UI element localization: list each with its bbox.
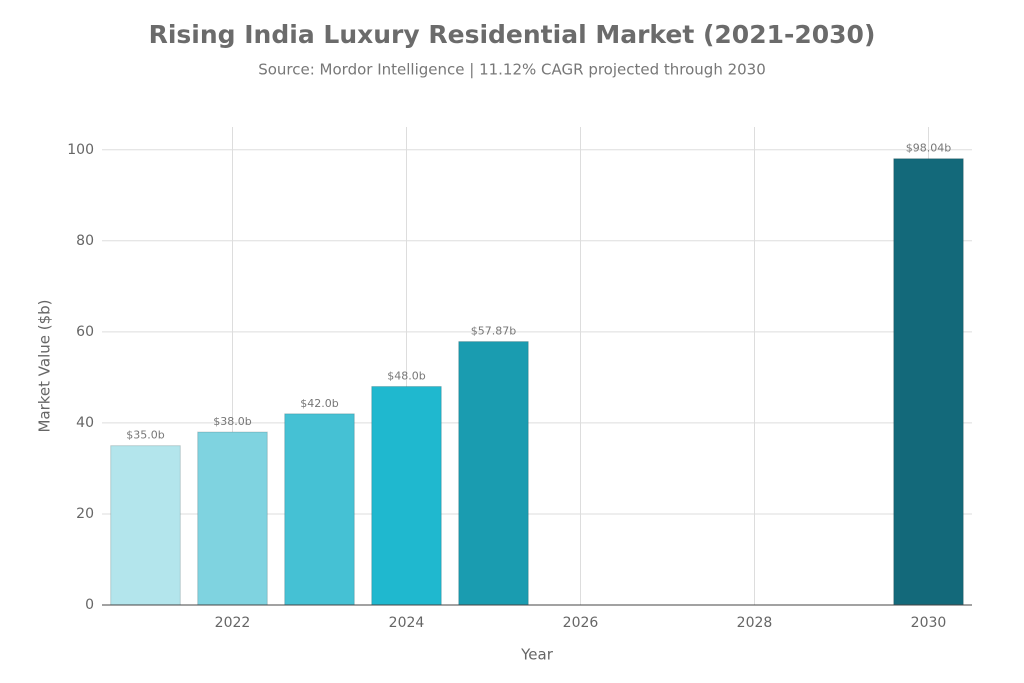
value-label: $57.87b [471, 325, 516, 338]
bar [371, 385, 442, 606]
bar [197, 431, 268, 606]
y-tick-label: 80 [76, 233, 94, 249]
y-tick-label: 0 [85, 597, 94, 613]
bar [458, 341, 529, 606]
y-axis-label: Market Value ($b) [36, 299, 54, 432]
x-axis-label: Year [520, 646, 554, 664]
chart-title: Rising India Luxury Residential Market (… [149, 20, 876, 49]
x-tick-label: 2026 [563, 615, 599, 631]
y-tick-label: 20 [76, 506, 94, 522]
value-label: $35.0b [126, 429, 164, 442]
chart-subtitle: Source: Mordor Intelligence | 11.12% CAG… [258, 61, 766, 79]
bar [110, 445, 181, 606]
y-tick-label: 60 [76, 324, 94, 340]
value-label: $42.0b [300, 397, 338, 410]
x-tick-label: 2024 [389, 615, 425, 631]
y-tick-label: 100 [67, 142, 94, 158]
bar [893, 158, 964, 606]
value-label: $38.0b [213, 415, 251, 428]
x-tick-label: 2030 [911, 615, 947, 631]
value-label: $48.0b [387, 369, 425, 382]
value-label: $98.04b [906, 142, 951, 155]
bar [284, 413, 355, 606]
y-tick-label: 40 [76, 415, 94, 431]
x-tick-label: 2028 [737, 615, 773, 631]
x-tick-label: 2022 [215, 615, 251, 631]
